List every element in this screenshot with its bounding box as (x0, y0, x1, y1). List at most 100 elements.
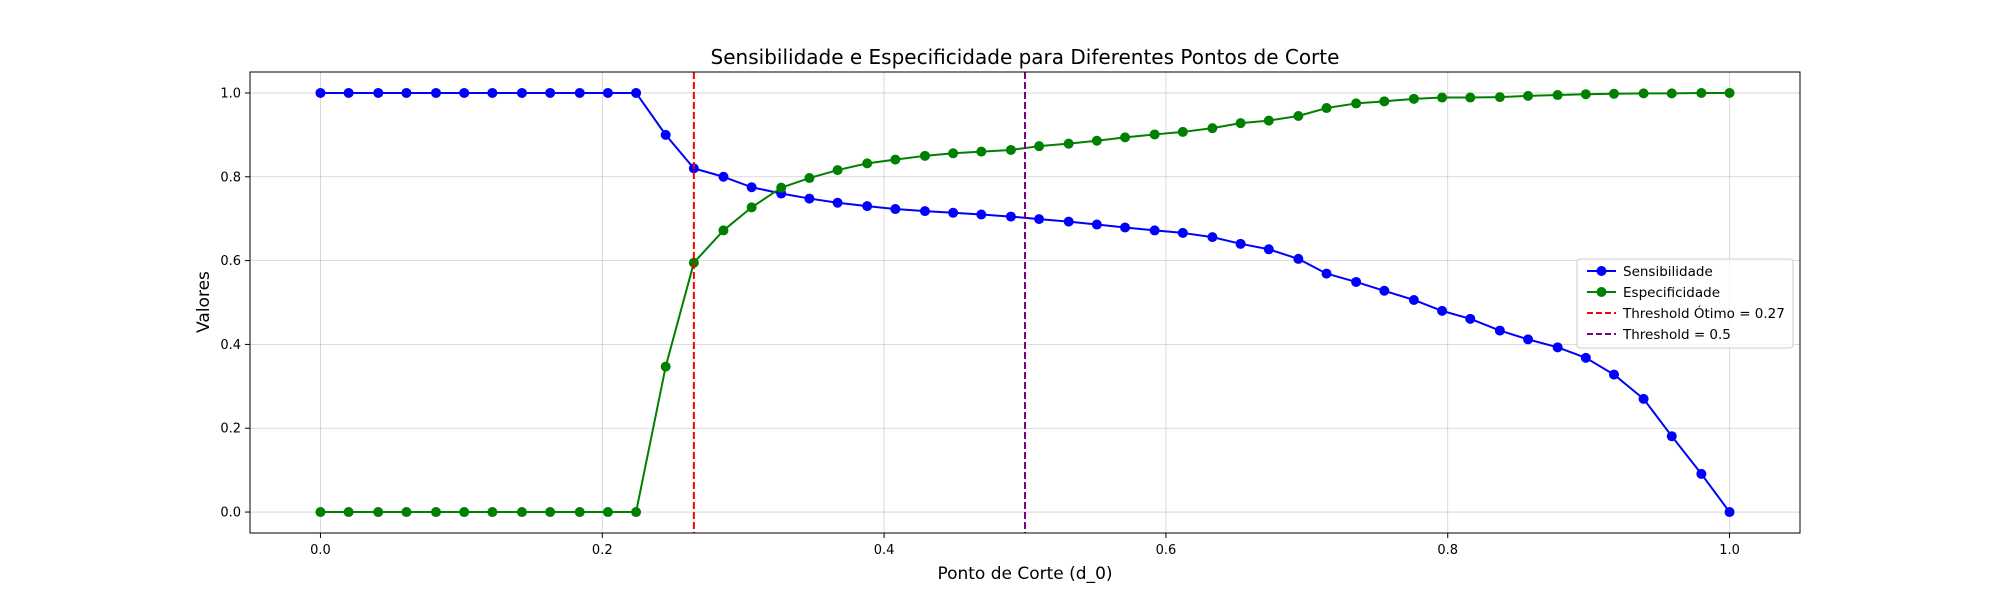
data-point-especificidade (602, 507, 613, 518)
data-point-especificidade (459, 507, 470, 518)
data-point-sensibilidade (545, 87, 556, 98)
data-point-especificidade (1091, 135, 1102, 146)
data-point-sensibilidade (1120, 222, 1131, 233)
data-point-especificidade (1609, 88, 1619, 99)
data-point-especificidade (1666, 88, 1677, 99)
data-point-especificidade (343, 507, 354, 518)
data-point-especificidade (373, 507, 384, 518)
data-point-especificidade (1321, 103, 1332, 114)
y-tick-label: 0.2 (220, 422, 241, 437)
data-point-especificidade (1638, 88, 1649, 99)
data-point-sensibilidade (1207, 232, 1218, 243)
data-point-especificidade (862, 158, 873, 169)
data-point-sensibilidade (373, 87, 384, 98)
data-point-especificidade (315, 507, 326, 518)
data-point-especificidade (487, 507, 498, 518)
series-layer (315, 72, 1735, 533)
data-point-sensibilidade (1149, 225, 1160, 236)
data-point-sensibilidade (1724, 507, 1735, 518)
data-point-sensibilidade (718, 171, 729, 182)
legend-label-threshold: Threshold = 0.5 (1622, 327, 1731, 343)
data-point-especificidade (919, 150, 930, 161)
x-tick-label: 0.6 (1156, 543, 1177, 558)
data-point-especificidade (1523, 90, 1534, 101)
data-point-especificidade (1263, 115, 1274, 126)
data-point-sensibilidade (1321, 268, 1332, 279)
data-point-sensibilidade (487, 87, 498, 98)
data-point-especificidade (1351, 98, 1362, 109)
data-point-especificidade (832, 165, 843, 176)
data-point-especificidade (976, 146, 987, 157)
data-point-sensibilidade (890, 204, 901, 215)
data-point-especificidade (1494, 92, 1505, 103)
data-point-sensibilidade (1465, 313, 1476, 324)
chart-title: Sensibilidade e Especificidade para Dife… (711, 45, 1340, 69)
data-point-sensibilidade (1523, 334, 1534, 345)
data-point-sensibilidade (1351, 276, 1362, 287)
data-point-sensibilidade (631, 87, 642, 98)
data-point-sensibilidade (431, 87, 441, 98)
data-point-sensibilidade (602, 87, 613, 98)
y-tick-label: 0.6 (220, 254, 241, 269)
data-point-sensibilidade (1293, 253, 1304, 264)
data-point-sensibilidade (746, 182, 757, 193)
data-point-sensibilidade (1609, 369, 1619, 380)
data-point-especificidade (1177, 126, 1188, 137)
data-point-especificidade (776, 182, 787, 193)
legend-box (1576, 258, 1794, 349)
data-point-especificidade (1207, 123, 1218, 134)
plot-frame (249, 71, 1801, 534)
legend-marker-especificidade (1596, 287, 1607, 297)
data-point-sensibilidade (976, 209, 987, 220)
data-point-sensibilidade (804, 193, 815, 204)
data-point-sensibilidade (1063, 216, 1074, 227)
x-tick-label: 0.2 (592, 543, 613, 558)
data-point-especificidade (1465, 92, 1476, 103)
x-tick-label: 0.0 (310, 543, 331, 558)
data-point-especificidade (1005, 144, 1016, 155)
data-point-sensibilidade (401, 87, 412, 98)
data-point-sensibilidade (343, 87, 354, 98)
data-point-especificidade (431, 507, 441, 518)
data-point-sensibilidade (1263, 244, 1274, 255)
data-point-especificidade (718, 225, 729, 236)
data-point-sensibilidade (1177, 227, 1188, 238)
data-point-especificidade (1580, 89, 1591, 100)
legend-label-especificidade: Especificidade (1623, 285, 1720, 301)
data-point-especificidade (746, 202, 757, 213)
legend-label-sensibilidade: Sensibilidade (1623, 264, 1713, 280)
data-point-sensibilidade (1666, 431, 1677, 442)
x-tick-label: 0.4 (874, 543, 895, 558)
data-point-sensibilidade (660, 129, 671, 140)
data-point-especificidade (574, 507, 585, 518)
data-point-especificidade (1437, 92, 1448, 103)
data-point-sensibilidade (1379, 285, 1390, 296)
data-point-sensibilidade (1437, 305, 1448, 316)
data-point-especificidade (1034, 141, 1045, 152)
data-point-sensibilidade (1034, 214, 1045, 225)
x-axis-title: Ponto de Corte (d_0) (937, 564, 1112, 584)
data-point-especificidade (1552, 90, 1563, 101)
ticks: 0.0 0.2 0.4 0.6 0.8 1.0 0.0 0.2 0.4 0.6 0.8 1.0 (220, 86, 1740, 558)
data-point-especificidade (804, 173, 815, 184)
data-point-especificidade (1408, 93, 1419, 104)
y-tick-label: 0.4 (220, 338, 241, 353)
data-point-sensibilidade (948, 207, 959, 218)
data-point-especificidade (516, 507, 527, 518)
data-point-sensibilidade (459, 87, 470, 98)
y-tick-label: 1.0 (220, 86, 241, 101)
x-tick-label: 1.0 (1719, 543, 1740, 558)
data-point-especificidade (1696, 87, 1707, 98)
data-point-especificidade (948, 148, 959, 159)
data-point-especificidade (1063, 138, 1074, 149)
y-tick-label: 0.8 (220, 170, 241, 185)
data-point-especificidade (890, 154, 901, 165)
data-point-sensibilidade (1552, 342, 1563, 353)
data-point-sensibilidade (862, 201, 873, 212)
series-sensibilidade (315, 87, 1735, 518)
data-point-sensibilidade (1696, 468, 1707, 479)
data-point-especificidade (1724, 87, 1735, 98)
y-tick-label: 0.0 (220, 506, 241, 521)
data-point-sensibilidade (574, 87, 585, 98)
